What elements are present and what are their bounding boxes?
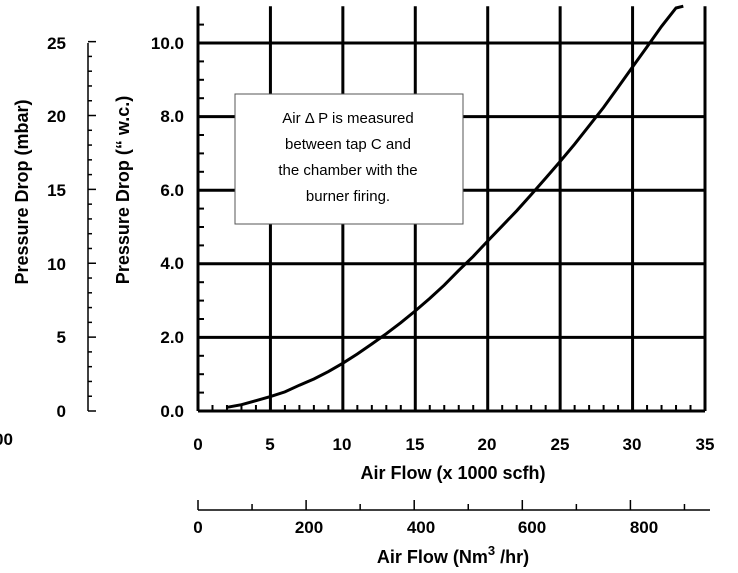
secondary-y-tick-label: 20 bbox=[47, 107, 66, 126]
secondary-x-ticks bbox=[197, 500, 686, 510]
secondary-x-tick-label: 800 bbox=[630, 518, 658, 537]
secondary-x-axis: 0 200 400 600 800 Air Flow (Nm3 /hr) bbox=[193, 500, 710, 567]
secondary-y-ticks bbox=[88, 40, 96, 412]
secondary-x-tick-label: 400 bbox=[407, 518, 435, 537]
x-tick-label: 5 bbox=[265, 435, 274, 454]
y-tick-label: 0.0 bbox=[160, 402, 184, 421]
pressure-drop-curve bbox=[226, 4, 684, 409]
annotation-line: burner firing. bbox=[306, 188, 390, 205]
annotation-line: the chamber with the bbox=[278, 162, 417, 179]
secondary-x-tick-label: 600 bbox=[518, 518, 546, 537]
annotation-box: Air Δ P is measured between tap C and th… bbox=[234, 93, 464, 225]
y-tick-labels: 0.0 2.0 4.0 6.0 8.0 10.0 bbox=[151, 34, 184, 421]
annotation-frame bbox=[234, 93, 464, 225]
x-axis-title: Air Flow (x 1000 scfh) bbox=[360, 463, 545, 483]
x-tick-label: 10 bbox=[333, 435, 352, 454]
x-tick-label: 25 bbox=[551, 435, 570, 454]
y-tick-label: 8.0 bbox=[160, 107, 184, 126]
y-axis-title: Pressure Drop (“ w.c.) bbox=[113, 96, 133, 284]
x-tick-label: 35 bbox=[696, 435, 715, 454]
secondary-y-left-edge-label: 00 bbox=[0, 430, 13, 449]
x-tick-label: 0 bbox=[193, 435, 202, 454]
minor-ticks bbox=[198, 23, 692, 411]
annotation-line: Air Δ P is measured bbox=[282, 110, 413, 127]
y-tick-label: 4.0 bbox=[160, 254, 184, 273]
x-tick-labels: 0 5 10 15 20 25 30 35 bbox=[193, 435, 714, 454]
secondary-y-axis-title: Pressure Drop (mbar) bbox=[12, 99, 32, 284]
secondary-y-axis: 0 5 10 15 20 25 Pressure Drop (mbar) 00 bbox=[0, 34, 96, 449]
x-tick-label: 15 bbox=[406, 435, 425, 454]
secondary-y-tick-label: 10 bbox=[47, 255, 66, 274]
secondary-x-tick-label: 200 bbox=[295, 518, 323, 537]
secondary-y-tick-label: 5 bbox=[57, 328, 66, 347]
x-tick-label: 20 bbox=[478, 435, 497, 454]
annotation-line: between tap C and bbox=[285, 136, 411, 153]
secondary-x-title-sup: 3 bbox=[488, 543, 495, 558]
secondary-x-tick-label: 0 bbox=[193, 518, 202, 537]
secondary-y-tick-label: 15 bbox=[47, 181, 66, 200]
secondary-y-tick-label: 0 bbox=[57, 402, 66, 421]
secondary-x-title-main: Air Flow (Nm bbox=[377, 547, 488, 567]
x-tick-label: 30 bbox=[623, 435, 642, 454]
y-tick-label: 2.0 bbox=[160, 328, 184, 347]
secondary-y-tick-label: 25 bbox=[47, 34, 66, 53]
secondary-x-title-end: /hr) bbox=[495, 547, 529, 567]
y-tick-label: 10.0 bbox=[151, 34, 184, 53]
y-tick-label: 6.0 bbox=[160, 181, 184, 200]
secondary-x-axis-title: Air Flow (Nm3 /hr) bbox=[377, 543, 529, 567]
